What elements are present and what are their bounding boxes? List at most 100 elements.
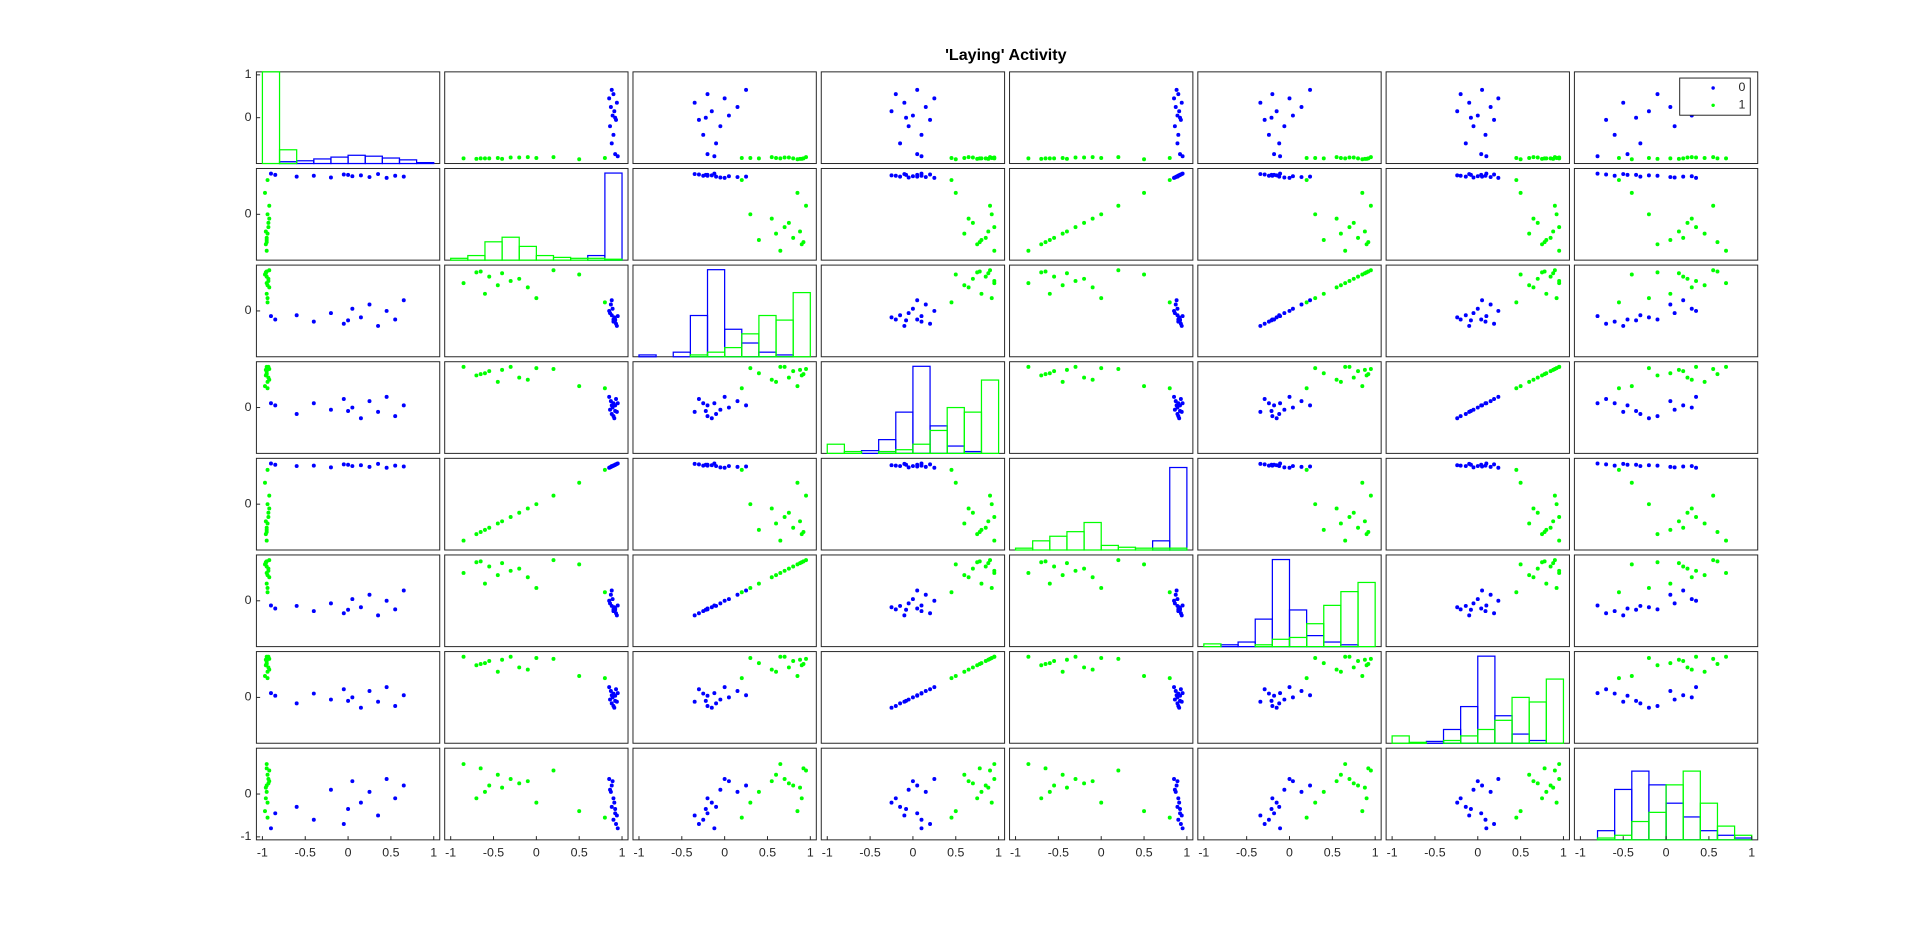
scatter-point (1167, 155, 1172, 160)
scatter-point (1604, 117, 1609, 122)
panel (1197, 167, 1382, 261)
scatter-point (739, 386, 744, 391)
scatter-point (1463, 411, 1468, 416)
scatter-point (1646, 705, 1651, 710)
scatter-point (1694, 225, 1699, 230)
scatter-point (801, 530, 806, 534)
panel-frame (820, 264, 1006, 358)
scatter-point (474, 663, 479, 668)
scatter-point (1468, 172, 1473, 177)
scatter-point (525, 377, 530, 382)
scatter-point (915, 464, 920, 469)
scatter-point (1554, 585, 1559, 590)
scatter-point (346, 172, 351, 177)
scatter-point (1274, 315, 1279, 320)
scatter-point (1625, 606, 1630, 611)
scatter-point (701, 132, 706, 137)
scatter-point (1064, 561, 1069, 566)
panel-frame (820, 71, 1006, 165)
scatter-point (268, 691, 273, 696)
panel-frame (255, 71, 441, 165)
scatter-point (1321, 156, 1326, 161)
panel (632, 167, 817, 261)
panel (444, 747, 629, 841)
scatter-point (294, 464, 299, 469)
scatter-point (1554, 366, 1559, 371)
scatter-point (264, 372, 269, 377)
scatter-point (1272, 693, 1277, 698)
scatter-point (1304, 386, 1309, 391)
scatter-point (726, 113, 731, 118)
scatter-point (1527, 573, 1532, 578)
scatter-point (1368, 493, 1373, 498)
scatter-point (932, 777, 937, 782)
scatter-point (1685, 566, 1690, 571)
scatter-point (602, 386, 607, 391)
scatter-point (602, 300, 607, 305)
scatter-point (1287, 777, 1292, 782)
scatter-point (1364, 796, 1369, 801)
scatter-point (889, 315, 894, 320)
scatter-point (953, 272, 958, 277)
scatter-point (376, 323, 381, 328)
scatter-point (782, 155, 787, 160)
scatter-point (1338, 521, 1343, 526)
scatter-point (786, 566, 791, 571)
scatter-point (1176, 414, 1181, 419)
scatter-point (1646, 109, 1651, 114)
scatter-point (919, 132, 924, 137)
scatter-point (1458, 173, 1463, 178)
scatter-point (376, 699, 381, 704)
scatter-point (1356, 274, 1361, 279)
scatter-point (614, 397, 619, 401)
scatter-point (795, 384, 800, 389)
scatter-point (358, 315, 363, 320)
panel (255, 71, 441, 165)
scatter-point (1702, 669, 1707, 674)
scatter-point (1258, 461, 1263, 466)
scatter-point (268, 826, 273, 831)
scatter-point (705, 92, 710, 97)
scatter-point (1634, 172, 1639, 177)
scatter-point (1496, 394, 1501, 399)
panel (820, 167, 1006, 261)
panel-frame (1009, 554, 1194, 648)
scatter-point (1290, 306, 1295, 311)
scatter-point (1616, 386, 1621, 391)
panel (1573, 167, 1759, 261)
scatter-point (712, 461, 717, 466)
scatter-point (1142, 562, 1147, 567)
scatter-point (1362, 657, 1367, 662)
scatter-point (393, 607, 398, 612)
scatter-point (384, 685, 389, 690)
scatter-point (1655, 560, 1660, 565)
scatter-point (769, 155, 774, 160)
panel-frame (444, 264, 629, 358)
scatter-point (1090, 667, 1095, 672)
scatter-point (1064, 785, 1069, 790)
scatter-point (495, 669, 500, 674)
scatter-point (1116, 203, 1121, 208)
scatter-point (500, 271, 505, 276)
scatter-point (1672, 311, 1677, 316)
scatter-point (602, 467, 607, 472)
x-tick-label: 0.5 (1324, 846, 1341, 860)
scatter-point (1178, 807, 1183, 812)
scatter-point (551, 268, 556, 273)
scatter-point (1356, 783, 1361, 788)
scatter-point (966, 575, 971, 580)
scatter-point (906, 175, 911, 180)
panel (1385, 651, 1570, 744)
scatter-point (1672, 407, 1677, 412)
scatter-point (1455, 605, 1460, 610)
scatter-point (919, 314, 924, 319)
scatter-point (726, 779, 731, 784)
scatter-point (1039, 663, 1044, 668)
scatter-point (801, 240, 806, 245)
scatter-point (1172, 124, 1177, 129)
scatter-point (1480, 298, 1485, 303)
scatter-point (692, 613, 697, 618)
scatter-point (1178, 408, 1183, 413)
x-tick-label: 0 (1286, 846, 1293, 860)
scatter-point (966, 779, 971, 784)
